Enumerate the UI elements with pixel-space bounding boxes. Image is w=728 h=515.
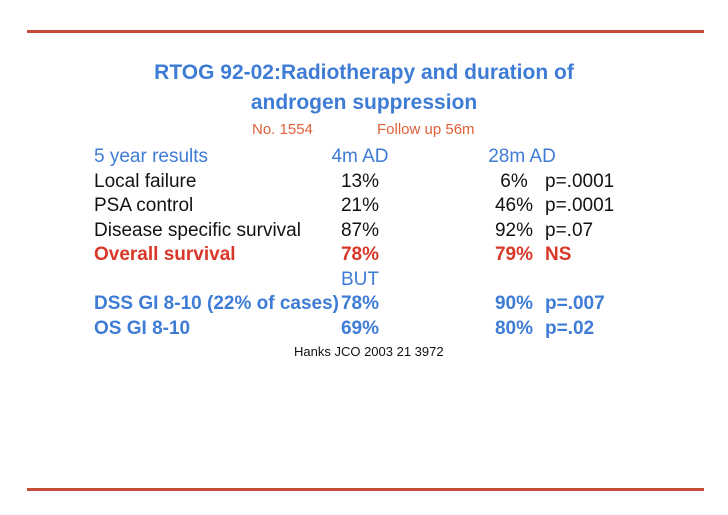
row-label: Local failure	[94, 171, 197, 192]
header-col-4m-ad: 4m AD	[331, 146, 389, 167]
but-text: BUT	[341, 269, 379, 290]
patient-count: No. 1554	[252, 121, 313, 138]
slide-title-line1: RTOG 92-02:Radiotherapy and duration of	[154, 61, 574, 84]
study-subheader: No. 1554 Follow up 56m	[0, 121, 728, 141]
header-results-label: 5 year results	[94, 146, 209, 167]
slide-title: RTOG 92-02:Radiotherapy and duration of …	[0, 58, 728, 118]
bottom-accent-rule	[27, 488, 704, 491]
row-value-4m: 87%	[340, 220, 380, 241]
table-header-row: 5 year results 4m AD 28m AD	[0, 145, 728, 169]
table-row-but-separator: BUT	[0, 268, 728, 292]
row-p-value: NS	[545, 244, 572, 265]
row-value-4m: 78%	[340, 244, 380, 265]
table-row-overall-survival: Overall survival 78% 79% NS	[0, 243, 728, 267]
table-row-local-failure: Local failure 13% 6% p=.0001	[0, 170, 728, 194]
row-value-4m: 69%	[340, 318, 380, 339]
row-value-28m: 90%	[494, 293, 534, 314]
row-value-4m: 13%	[340, 171, 380, 192]
table-row-disease-specific-survival: Disease specific survival 87% 92% p=.07	[0, 219, 728, 243]
table-row-os-gi-8-10: OS GI 8-10 69% 80% p=.02	[0, 317, 728, 341]
top-accent-rule	[27, 30, 704, 33]
row-p-value: p=.0001	[545, 195, 615, 216]
table-row-psa-control: PSA control 21% 46% p=.0001	[0, 194, 728, 218]
row-label: Overall survival	[94, 244, 236, 265]
table-row-dss-gi-8-10: DSS GI 8-10 (22% of cases) 78% 90% p=.00…	[0, 292, 728, 316]
row-value-28m: 79%	[494, 244, 534, 265]
slide-title-line2: androgen suppression	[250, 91, 478, 114]
followup-duration: Follow up 56m	[377, 121, 475, 138]
row-value-28m: 80%	[494, 318, 534, 339]
row-value-28m: 6%	[500, 171, 528, 192]
row-value-28m: 92%	[494, 220, 534, 241]
row-label: PSA control	[94, 195, 194, 216]
row-label: DSS GI 8-10 (22% of cases)	[94, 293, 339, 314]
row-value-28m: 46%	[494, 195, 534, 216]
row-p-value: p=.007	[545, 293, 605, 314]
row-value-4m: 78%	[340, 293, 380, 314]
row-label: Disease specific survival	[94, 220, 301, 241]
row-label: OS GI 8-10	[94, 318, 191, 339]
row-value-4m: 21%	[340, 195, 380, 216]
header-col-28m-ad: 28m AD	[488, 146, 556, 167]
row-p-value: p=.02	[545, 318, 595, 339]
citation-reference: Hanks JCO 2003 21 3972	[294, 344, 444, 359]
row-p-value: p=.0001	[545, 171, 615, 192]
row-p-value: p=.07	[545, 220, 594, 241]
